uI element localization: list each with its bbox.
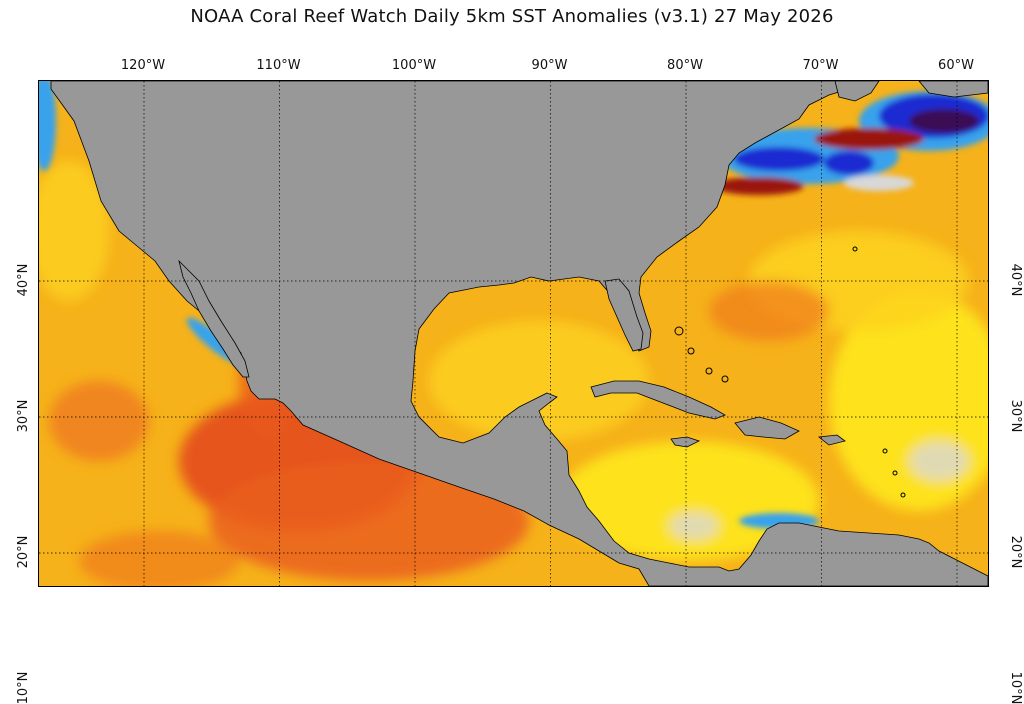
anomaly-patch-very-hot bbox=[714, 177, 804, 195]
map-svg bbox=[39, 81, 988, 586]
sst-anomaly-map bbox=[38, 80, 989, 587]
gulf-stream-anomalies bbox=[39, 81, 988, 529]
island bbox=[705, 367, 713, 375]
latitude-label-right: 30°N bbox=[1008, 399, 1023, 433]
longitude-label: 110°W bbox=[256, 58, 301, 73]
longitude-label: 120°W bbox=[120, 58, 166, 73]
map-title: NOAA Coral Reef Watch Daily 5km SST Anom… bbox=[190, 6, 834, 27]
latitude-label-left: 30°N bbox=[16, 399, 31, 433]
anomaly-patch-mild bbox=[39, 161, 109, 301]
latitude-label-left: 10°N bbox=[16, 671, 31, 704]
anomaly-field bbox=[39, 161, 988, 586]
anomaly-patch-very-cold bbox=[909, 109, 979, 133]
longitude-label: 60°W bbox=[938, 58, 974, 73]
longitude-label: 100°W bbox=[391, 58, 437, 73]
longitude-label: 70°W bbox=[802, 58, 839, 73]
land-nova-scotia bbox=[834, 81, 880, 102]
anomaly-patch-cold bbox=[734, 147, 824, 171]
island bbox=[674, 326, 684, 336]
anomaly-patch-cold bbox=[824, 151, 874, 175]
island bbox=[687, 347, 695, 355]
island bbox=[900, 492, 906, 498]
land-jamaica bbox=[670, 436, 701, 448]
latitude-label-right: 10°N bbox=[1008, 671, 1023, 704]
latitude-label-left: 40°N bbox=[16, 263, 31, 297]
land-baja-california bbox=[178, 259, 250, 378]
latitude-label-right: 20°N bbox=[1008, 535, 1023, 569]
anomaly-patch-very-hot bbox=[814, 128, 924, 150]
longitude-label: 80°W bbox=[667, 58, 703, 73]
anomaly-patch-neutral bbox=[669, 512, 719, 540]
anomaly-patch-neutral bbox=[909, 441, 969, 481]
land-florida bbox=[604, 278, 644, 352]
graticule bbox=[39, 81, 988, 586]
island bbox=[892, 470, 898, 476]
anomaly-patch-hot bbox=[209, 461, 529, 581]
land-masses bbox=[50, 81, 988, 586]
islands bbox=[674, 246, 906, 498]
land-hispaniola bbox=[734, 416, 800, 440]
anomaly-patch-neutral bbox=[844, 175, 914, 191]
island bbox=[721, 375, 729, 383]
island bbox=[852, 246, 858, 252]
anomaly-patch-hot bbox=[709, 281, 829, 341]
anomaly-patch-cool bbox=[39, 81, 56, 171]
land-puerto-rico bbox=[817, 434, 846, 446]
island bbox=[882, 448, 888, 454]
land-north-america bbox=[50, 81, 988, 586]
land-newfoundland bbox=[918, 81, 988, 98]
latitude-label-left: 20°N bbox=[16, 535, 31, 569]
latitude-label-right: 40°N bbox=[1008, 263, 1023, 297]
anomaly-patch-mild bbox=[429, 321, 649, 441]
anomaly-patch-hot bbox=[49, 381, 149, 461]
anomaly-patch-hot bbox=[79, 531, 239, 586]
anomaly-patch-mild bbox=[559, 441, 819, 561]
longitude-label: 90°W bbox=[531, 58, 568, 73]
